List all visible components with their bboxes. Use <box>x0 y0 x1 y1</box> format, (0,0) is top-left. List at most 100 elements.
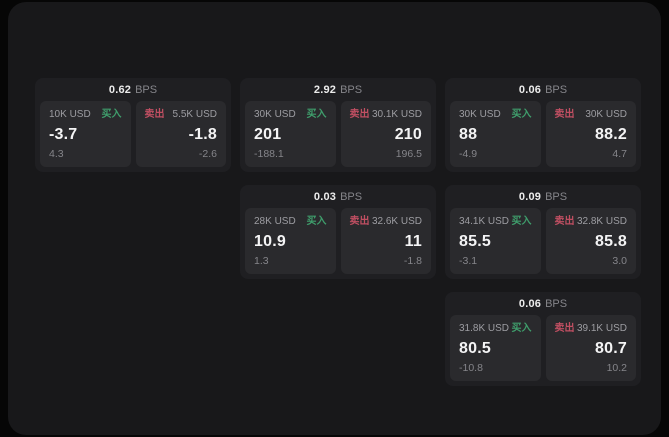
sell-price: 210 <box>394 126 422 143</box>
sell-meta: 卖出 32.6K USD <box>350 216 423 227</box>
sell-label: 卖出 <box>349 216 370 227</box>
sell-notional: 30.1K USD <box>371 109 422 120</box>
buy-change: -188.1 <box>254 148 284 160</box>
quote-body: 28K USD 买入 10.9 1.3 卖出 32.6K USD 11 -1.8 <box>240 208 436 279</box>
sell-label: 卖出 <box>349 109 370 120</box>
quote-card: 0.06 BPS 31.8K USD 买入 80.5 -10.8 卖出 39.1… <box>445 292 641 386</box>
spread-unit: BPS <box>340 83 363 96</box>
buy-meta: 30K USD 买入 <box>459 109 532 120</box>
quote-body: 30K USD 买入 88 -4.9 卖出 30K USD 88.2 4.7 <box>445 101 641 172</box>
spread-unit: BPS <box>545 83 568 96</box>
sell-change: 10.2 <box>606 362 627 374</box>
sell-label: 卖出 <box>554 323 575 334</box>
sell-meta: 卖出 5.5K USD <box>145 109 218 120</box>
quote-body: 34.1K USD 买入 85.5 -3.1 卖出 32.8K USD 85.8… <box>445 208 641 279</box>
spread-header: 0.06 BPS <box>445 78 641 101</box>
sell-notional: 5.5K USD <box>172 109 217 120</box>
sell-meta: 卖出 32.8K USD <box>555 216 628 227</box>
sell-price: -1.8 <box>188 126 217 143</box>
buy-change: -3.1 <box>459 255 478 267</box>
buy-price: 10.9 <box>254 233 286 250</box>
buy-meta: 34.1K USD 买入 <box>459 216 532 227</box>
quote-card: 0.09 BPS 34.1K USD 买入 85.5 -3.1 卖出 32.8K… <box>445 185 641 279</box>
sell-meta: 卖出 30.1K USD <box>350 109 423 120</box>
quote-body: 10K USD 买入 -3.7 4.3 卖出 5.5K USD -1.8 -2.… <box>35 101 231 172</box>
sell-notional: 32.8K USD <box>576 216 627 227</box>
sell-price: 80.7 <box>595 340 627 357</box>
buy-meta: 28K USD 买入 <box>254 216 327 227</box>
spread-unit: BPS <box>340 190 363 203</box>
buy-meta: 10K USD 买入 <box>49 109 122 120</box>
buy-label: 买入 <box>101 109 122 120</box>
spread-value: 0.09 <box>518 190 542 203</box>
sell-notional: 30K USD <box>585 109 627 120</box>
sell-pane[interactable]: 卖出 32.6K USD 11 -1.8 <box>340 208 431 274</box>
buy-label: 买入 <box>511 216 532 227</box>
quote-card: 0.03 BPS 28K USD 买入 10.9 1.3 卖出 32.6K US… <box>240 185 436 279</box>
quote-card: 0.62 BPS 10K USD 买入 -3.7 4.3 卖出 5.5K USD <box>35 78 231 172</box>
sell-meta: 卖出 30K USD <box>555 109 628 120</box>
buy-pane[interactable]: 28K USD 买入 10.9 1.3 <box>245 208 336 274</box>
buy-price: 201 <box>254 126 282 143</box>
buy-label: 买入 <box>306 109 327 120</box>
spread-value: 0.06 <box>518 297 542 310</box>
buy-notional: 10K USD <box>49 109 91 120</box>
spread-header: 0.06 BPS <box>445 292 641 315</box>
spread-header: 0.09 BPS <box>445 185 641 208</box>
buy-label: 买入 <box>511 109 532 120</box>
sell-label: 卖出 <box>554 216 575 227</box>
main-panel: 0.62 BPS 10K USD 买入 -3.7 4.3 卖出 5.5K USD <box>8 2 661 435</box>
buy-change: 4.3 <box>49 148 64 160</box>
sell-pane[interactable]: 卖出 30K USD 88.2 4.7 <box>545 101 636 167</box>
buy-pane[interactable]: 30K USD 买入 88 -4.9 <box>450 101 541 167</box>
sell-pane[interactable]: 卖出 30.1K USD 210 196.5 <box>340 101 431 167</box>
quote-body: 30K USD 买入 201 -188.1 卖出 30.1K USD 210 1… <box>240 101 436 172</box>
buy-change: -10.8 <box>459 362 483 374</box>
spread-unit: BPS <box>545 297 568 310</box>
sell-change: -2.6 <box>198 148 217 160</box>
buy-meta: 31.8K USD 买入 <box>459 323 532 334</box>
spread-value: 2.92 <box>313 83 337 96</box>
buy-change: 1.3 <box>254 255 269 267</box>
quote-card-grid: 0.62 BPS 10K USD 买入 -3.7 4.3 卖出 5.5K USD <box>35 78 641 386</box>
buy-label: 买入 <box>511 323 532 334</box>
sell-pane[interactable]: 卖出 39.1K USD 80.7 10.2 <box>545 315 636 381</box>
sell-pane[interactable]: 卖出 32.8K USD 85.8 3.0 <box>545 208 636 274</box>
buy-price: 80.5 <box>459 340 491 357</box>
sell-change: 196.5 <box>395 148 422 160</box>
buy-notional: 30K USD <box>459 109 501 120</box>
buy-pane[interactable]: 31.8K USD 买入 80.5 -10.8 <box>450 315 541 381</box>
buy-price: -3.7 <box>49 126 78 143</box>
buy-price: 88 <box>459 126 478 143</box>
spread-value: 0.62 <box>108 83 132 96</box>
quote-card: 2.92 BPS 30K USD 买入 201 -188.1 卖出 30.1K … <box>240 78 436 172</box>
sell-pane[interactable]: 卖出 5.5K USD -1.8 -2.6 <box>135 101 226 167</box>
buy-pane[interactable]: 10K USD 买入 -3.7 4.3 <box>40 101 131 167</box>
sell-change: 4.7 <box>612 148 627 160</box>
spread-value: 0.03 <box>313 190 337 203</box>
buy-price: 85.5 <box>459 233 491 250</box>
sell-meta: 卖出 39.1K USD <box>555 323 628 334</box>
spread-header: 2.92 BPS <box>240 78 436 101</box>
quote-body: 31.8K USD 买入 80.5 -10.8 卖出 39.1K USD 80.… <box>445 315 641 386</box>
buy-pane[interactable]: 34.1K USD 买入 85.5 -3.1 <box>450 208 541 274</box>
buy-change: -4.9 <box>459 148 478 160</box>
buy-notional: 31.8K USD <box>459 323 510 334</box>
sell-price: 11 <box>404 233 422 250</box>
sell-label: 卖出 <box>144 109 165 120</box>
buy-notional: 34.1K USD <box>459 216 510 227</box>
buy-pane[interactable]: 30K USD 买入 201 -188.1 <box>245 101 336 167</box>
quote-card: 0.06 BPS 30K USD 买入 88 -4.9 卖出 30K USD <box>445 78 641 172</box>
spread-unit: BPS <box>545 190 568 203</box>
buy-label: 买入 <box>306 216 327 227</box>
spread-header: 0.62 BPS <box>35 78 231 101</box>
sell-notional: 32.6K USD <box>371 216 422 227</box>
buy-notional: 30K USD <box>254 109 296 120</box>
sell-notional: 39.1K USD <box>576 323 627 334</box>
spread-header: 0.03 BPS <box>240 185 436 208</box>
sell-change: -1.8 <box>403 255 422 267</box>
spread-unit: BPS <box>135 83 158 96</box>
sell-price: 88.2 <box>595 126 627 143</box>
sell-price: 85.8 <box>595 233 627 250</box>
buy-meta: 30K USD 买入 <box>254 109 327 120</box>
